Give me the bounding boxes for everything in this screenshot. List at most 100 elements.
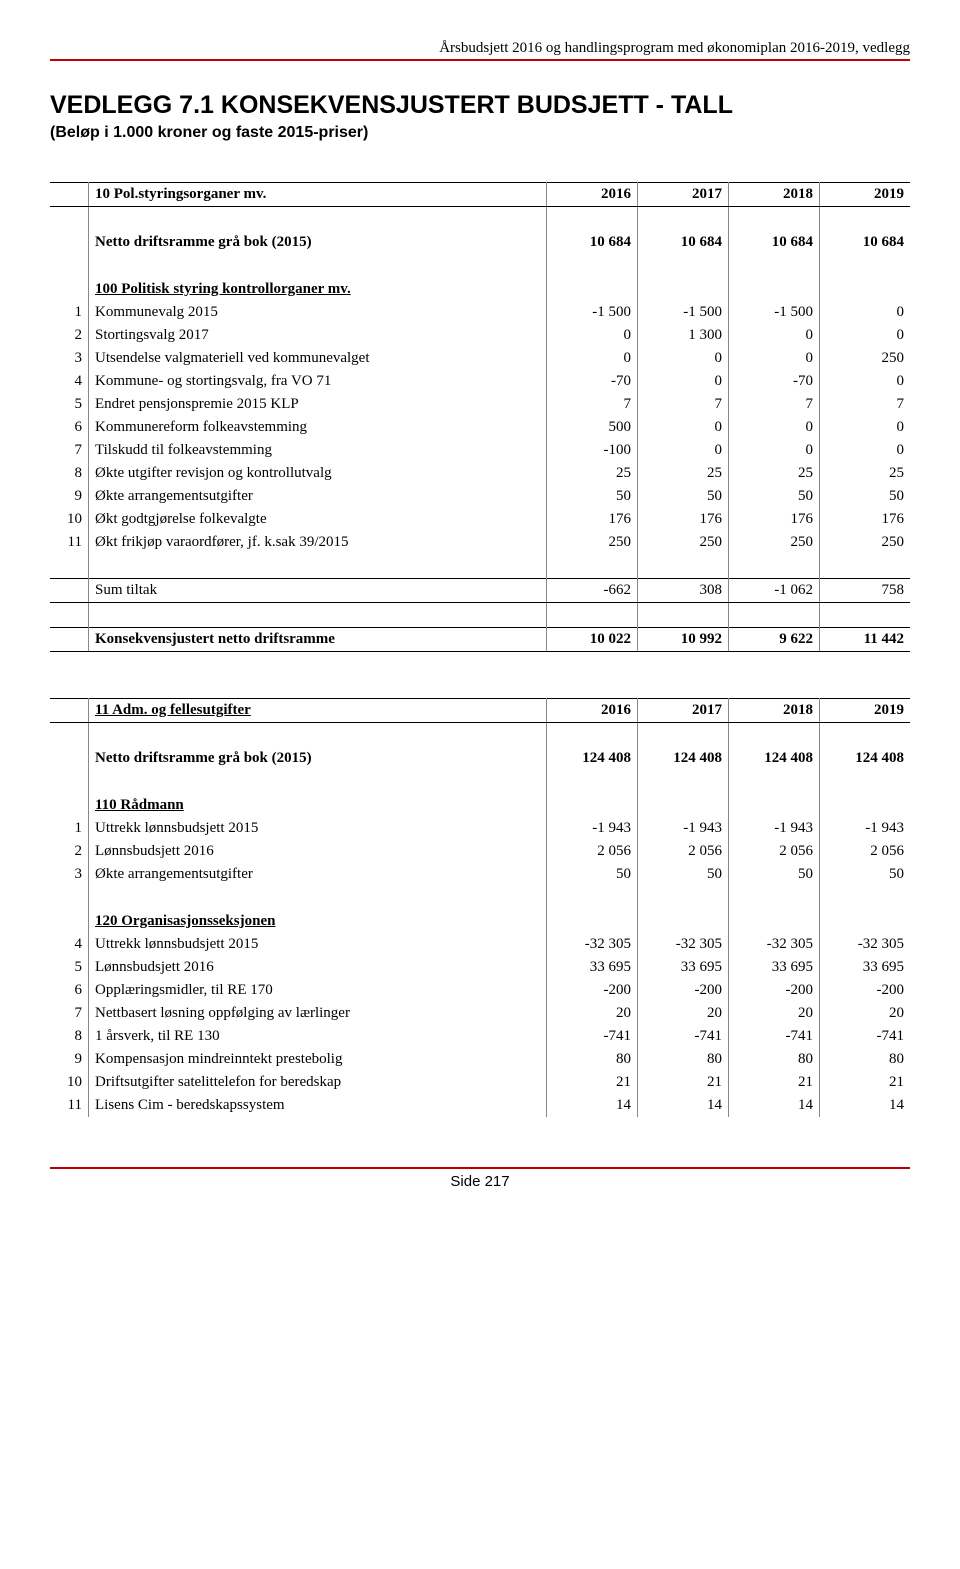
cell: 9 622 bbox=[729, 628, 820, 652]
cell: -741 bbox=[820, 1025, 911, 1048]
cell: 0 bbox=[638, 370, 729, 393]
row-number: 1 bbox=[50, 817, 89, 840]
header-rule bbox=[50, 59, 910, 61]
cell: 80 bbox=[638, 1048, 729, 1071]
row-label: Lønnsbudsjett 2016 bbox=[89, 840, 547, 863]
row-number: 4 bbox=[50, 933, 89, 956]
cell: 124 408 bbox=[547, 747, 638, 770]
row-number: 2 bbox=[50, 324, 89, 347]
cell: -1 943 bbox=[547, 817, 638, 840]
table-row: 1Uttrekk lønnsbudsjett 2015-1 943-1 943-… bbox=[50, 817, 910, 840]
cell: 2 056 bbox=[820, 840, 911, 863]
cell: 21 bbox=[638, 1071, 729, 1094]
subsection-header: 120 Organisasjonsseksjonen bbox=[89, 910, 547, 933]
row-label: Utsendelse valgmateriell ved kommunevalg… bbox=[89, 347, 547, 370]
table-row: 9Økte arrangementsutgifter50505050 bbox=[50, 485, 910, 508]
cell: 14 bbox=[820, 1094, 911, 1117]
cell: -200 bbox=[638, 979, 729, 1002]
row-label: Endret pensjonspremie 2015 KLP bbox=[89, 393, 547, 416]
row-label: Kommunevalg 2015 bbox=[89, 301, 547, 324]
row-number: 1 bbox=[50, 301, 89, 324]
row-number: 7 bbox=[50, 439, 89, 462]
row-label: Økte utgifter revisjon og kontrollutvalg bbox=[89, 462, 547, 485]
cell: 14 bbox=[547, 1094, 638, 1117]
cell: -1 943 bbox=[729, 817, 820, 840]
cell: -1 500 bbox=[729, 301, 820, 324]
cell: 33 695 bbox=[729, 956, 820, 979]
row-number: 5 bbox=[50, 393, 89, 416]
section-header: 10 Pol.styringsorganer mv. bbox=[89, 183, 547, 207]
table-section-10: 10 Pol.styringsorganer mv. 2016 2017 201… bbox=[50, 182, 910, 698]
row-number: 3 bbox=[50, 863, 89, 886]
cell: 2 056 bbox=[638, 840, 729, 863]
cell: 50 bbox=[729, 863, 820, 886]
row-label: Nettbasert løsning oppfølging av lærling… bbox=[89, 1002, 547, 1025]
cell: 7 bbox=[547, 393, 638, 416]
cell: 500 bbox=[547, 416, 638, 439]
table-row: 81 årsverk, til RE 130-741-741-741-741 bbox=[50, 1025, 910, 1048]
table-row: 9Kompensasjon mindreinntekt prestebolig8… bbox=[50, 1048, 910, 1071]
row-label: Kommunereform folkeavstemming bbox=[89, 416, 547, 439]
page-title: VEDLEGG 7.1 KONSEKVENSJUSTERT BUDSJETT -… bbox=[50, 91, 910, 120]
cell: -1 943 bbox=[820, 817, 911, 840]
cell: 50 bbox=[729, 485, 820, 508]
row-label: Uttrekk lønnsbudsjett 2015 bbox=[89, 817, 547, 840]
cell: -1 943 bbox=[638, 817, 729, 840]
cell: 176 bbox=[729, 508, 820, 531]
cell: 10 684 bbox=[729, 231, 820, 254]
cell: 250 bbox=[820, 531, 911, 554]
table-row: 5Endret pensjonspremie 2015 KLP7777 bbox=[50, 393, 910, 416]
cell: 20 bbox=[638, 1002, 729, 1025]
year: 2016 bbox=[547, 699, 638, 723]
table-row: 3Utsendelse valgmateriell ved kommuneval… bbox=[50, 347, 910, 370]
table-row: 2Lønnsbudsjett 20162 0562 0562 0562 056 bbox=[50, 840, 910, 863]
cell: 2 056 bbox=[547, 840, 638, 863]
table-row: 10Økt godtgjørelse folkevalgte1761761761… bbox=[50, 508, 910, 531]
row-number: 10 bbox=[50, 1071, 89, 1094]
table-row: 4Uttrekk lønnsbudsjett 2015-32 305-32 30… bbox=[50, 933, 910, 956]
cell: 33 695 bbox=[547, 956, 638, 979]
table-row: 2Stortingsvalg 201701 30000 bbox=[50, 324, 910, 347]
row-number: 2 bbox=[50, 840, 89, 863]
cell: 7 bbox=[820, 393, 911, 416]
cell: -32 305 bbox=[729, 933, 820, 956]
cell: 80 bbox=[547, 1048, 638, 1071]
cell: -200 bbox=[547, 979, 638, 1002]
cell: 250 bbox=[820, 347, 911, 370]
cell: -741 bbox=[638, 1025, 729, 1048]
cell: 50 bbox=[638, 863, 729, 886]
year: 2016 bbox=[547, 183, 638, 207]
cell: -70 bbox=[729, 370, 820, 393]
cell: 50 bbox=[638, 485, 729, 508]
cell: -741 bbox=[547, 1025, 638, 1048]
cell: -32 305 bbox=[638, 933, 729, 956]
cell: -100 bbox=[547, 439, 638, 462]
table-row: 7Nettbasert løsning oppfølging av lærlin… bbox=[50, 1002, 910, 1025]
year: 2019 bbox=[820, 699, 911, 723]
row-number: 3 bbox=[50, 347, 89, 370]
row-label: Kommune- og stortingsvalg, fra VO 71 bbox=[89, 370, 547, 393]
cell: 7 bbox=[729, 393, 820, 416]
cell: 10 992 bbox=[638, 628, 729, 652]
year: 2017 bbox=[638, 183, 729, 207]
table-row: 6Opplæringsmidler, til RE 170-200-200-20… bbox=[50, 979, 910, 1002]
cell: 50 bbox=[547, 863, 638, 886]
subsection-header: 100 Politisk styring kontrollorganer mv. bbox=[89, 278, 547, 301]
cell: 10 684 bbox=[638, 231, 729, 254]
cell: 1 300 bbox=[638, 324, 729, 347]
cell: 25 bbox=[820, 462, 911, 485]
section-header: 11 Adm. og fellesutgifter bbox=[89, 699, 547, 723]
cell: -1 500 bbox=[638, 301, 729, 324]
row-label: Driftsutgifter satelittelefon for bereds… bbox=[89, 1071, 547, 1094]
cell: 176 bbox=[820, 508, 911, 531]
cell: 0 bbox=[729, 439, 820, 462]
cell: 25 bbox=[638, 462, 729, 485]
year: 2018 bbox=[729, 699, 820, 723]
cell: 0 bbox=[547, 347, 638, 370]
cell: 21 bbox=[820, 1071, 911, 1094]
cell: 124 408 bbox=[638, 747, 729, 770]
cell: 10 022 bbox=[547, 628, 638, 652]
table-row: 10Driftsutgifter satelittelefon for bere… bbox=[50, 1071, 910, 1094]
table-row: 8Økte utgifter revisjon og kontrollutval… bbox=[50, 462, 910, 485]
row-number: 9 bbox=[50, 485, 89, 508]
